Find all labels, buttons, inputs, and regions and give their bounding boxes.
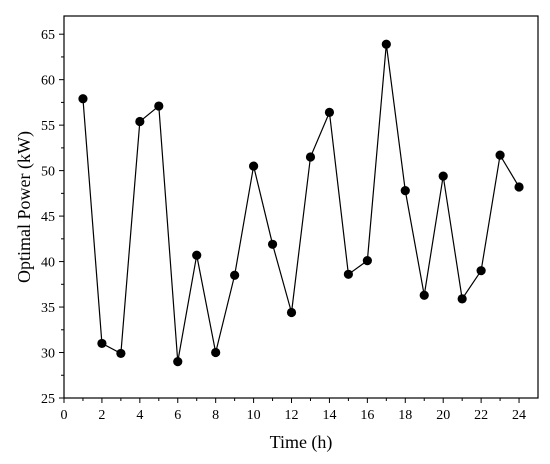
data-point xyxy=(400,186,410,196)
y-tick-label: 55 xyxy=(41,119,55,134)
data-point xyxy=(230,270,240,280)
data-point xyxy=(116,348,126,359)
series-layer xyxy=(78,39,524,367)
data-point xyxy=(135,116,145,127)
data-point xyxy=(362,256,372,266)
x-axis-label: Time (h) xyxy=(270,432,333,453)
y-tick-label: 30 xyxy=(41,347,55,362)
data-point xyxy=(192,250,202,260)
data-point xyxy=(514,182,524,192)
x-tick-label: 16 xyxy=(360,408,374,423)
x-tick-label: 18 xyxy=(398,408,412,423)
y-tick-label: 45 xyxy=(41,210,55,225)
data-point xyxy=(173,357,183,367)
data-point xyxy=(267,239,278,249)
data-point xyxy=(495,150,505,160)
data-point xyxy=(78,94,88,104)
data-point xyxy=(154,101,164,111)
x-tick-label: 24 xyxy=(512,408,526,423)
x-tick-label: 12 xyxy=(285,408,299,423)
x-tick-label: 10 xyxy=(247,408,261,423)
y-tick-label: 35 xyxy=(41,301,55,316)
y-axis-ticks: 25 30 35 40 45 50 55 60 65 xyxy=(41,28,64,407)
data-point xyxy=(419,290,429,300)
plot-frame xyxy=(63,15,539,399)
x-axis-ticks: 0 2 4 6 8 10 12 14 16 18 20 22 24 xyxy=(61,398,526,423)
series-line xyxy=(82,44,520,362)
axes-frame xyxy=(63,15,539,399)
data-point xyxy=(305,152,316,162)
y-tick-label: 25 xyxy=(41,392,55,407)
x-tick-label: 4 xyxy=(136,408,143,423)
data-point xyxy=(457,294,467,304)
x-tick-label: 20 xyxy=(436,408,450,423)
data-point xyxy=(97,338,107,349)
x-tick-label: 8 xyxy=(212,408,219,423)
data-point xyxy=(438,171,448,181)
x-tick-label: 2 xyxy=(98,408,105,423)
x-tick-label: 22 xyxy=(474,408,488,423)
data-point xyxy=(343,269,353,279)
y-tick-label: 40 xyxy=(41,256,55,271)
data-point xyxy=(249,161,259,171)
data-point xyxy=(286,307,297,318)
y-tick-label: 65 xyxy=(41,28,55,43)
x-tick-label: 6 xyxy=(174,408,181,423)
data-point xyxy=(381,39,391,49)
data-point xyxy=(211,347,221,358)
x-tick-label: 0 xyxy=(61,408,68,423)
y-tick-label: 50 xyxy=(41,165,55,180)
y-axis-label: Optimal Power (kW) xyxy=(14,131,35,283)
x-tick-label: 14 xyxy=(322,408,336,423)
y-tick-label: 60 xyxy=(41,74,55,89)
data-point xyxy=(324,107,335,118)
data-point xyxy=(476,266,486,276)
